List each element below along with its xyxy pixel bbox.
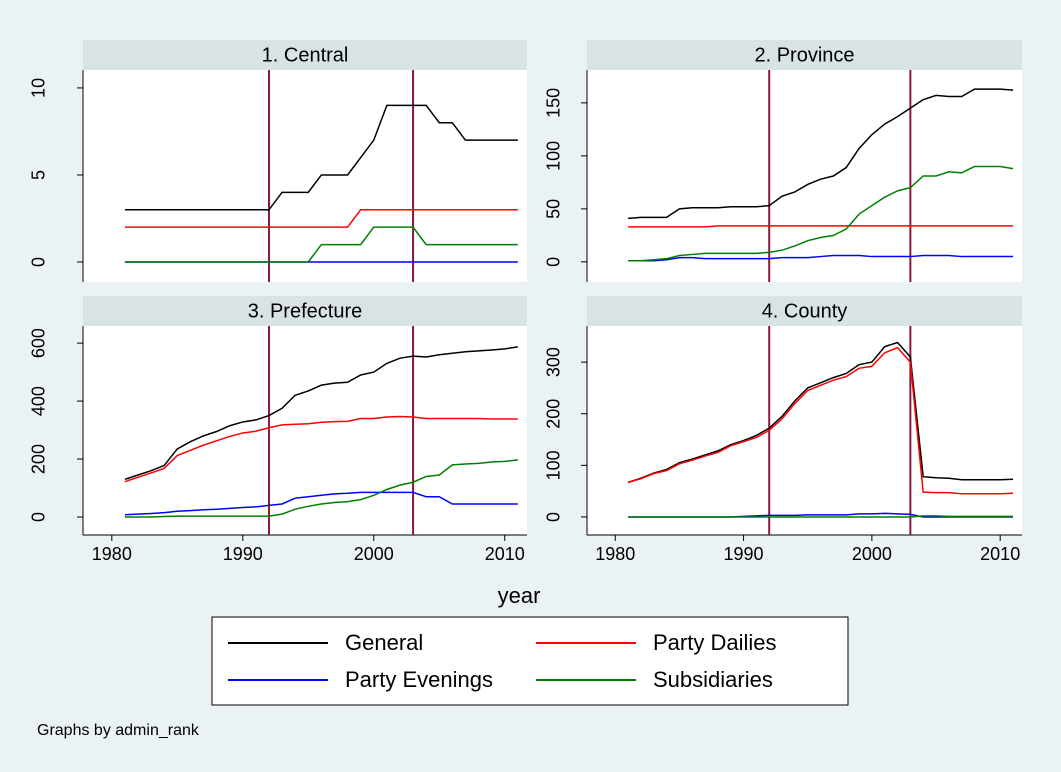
x-tick-label: 2010 <box>485 544 525 564</box>
series-line <box>124 415 518 483</box>
y-tick-label: 200 <box>544 399 564 429</box>
x-tick-label: 1990 <box>724 544 764 564</box>
series-line <box>124 491 518 516</box>
series-line <box>627 88 1014 220</box>
y-tick-label: 50 <box>544 199 564 219</box>
legend-label: Subsidiaries <box>653 667 773 692</box>
panel-title: 3. Prefecture <box>248 300 363 322</box>
legend-label: General <box>345 630 423 655</box>
series-line <box>628 165 1014 262</box>
x-tick-label: 1980 <box>595 544 635 564</box>
y-tick-label: 100 <box>544 141 564 171</box>
series-line <box>124 226 518 263</box>
series-line <box>628 225 1014 228</box>
panel-strip <box>83 40 527 70</box>
series-line <box>627 346 1014 495</box>
x-tick-label: 1990 <box>223 544 263 564</box>
y-tick-label: 150 <box>544 88 564 118</box>
series-line <box>628 515 1014 518</box>
y-tick-label: 600 <box>29 328 49 358</box>
series-line <box>124 346 518 481</box>
y-tick-label: 200 <box>29 444 49 474</box>
series-line <box>627 341 1014 484</box>
x-tick-label: 2000 <box>354 544 394 564</box>
legend <box>211 616 849 706</box>
legend-label: Party Evenings <box>345 667 493 692</box>
panel-title: 2. Province <box>754 44 854 66</box>
y-tick-label: 0 <box>29 257 49 267</box>
panel-title: 4. County <box>762 300 848 322</box>
panel-strip <box>587 40 1022 70</box>
plot-area <box>83 70 527 282</box>
y-tick-label: 0 <box>544 512 564 522</box>
y-tick-label: 0 <box>29 512 49 522</box>
y-tick-label: 400 <box>29 386 49 416</box>
plot-area <box>587 70 1022 282</box>
legend-label: Party Dailies <box>653 630 776 655</box>
x-axis-label: year <box>498 583 541 608</box>
y-tick-label: 5 <box>29 170 49 180</box>
panel-title: 1. Central <box>262 44 349 66</box>
plot-area <box>587 326 1022 535</box>
panel-strip <box>587 296 1022 326</box>
series-line <box>124 209 518 228</box>
x-tick-label: 1980 <box>92 544 132 564</box>
panel-strip <box>83 296 527 326</box>
y-tick-label: 100 <box>544 450 564 480</box>
x-tick-label: 2000 <box>852 544 892 564</box>
x-tick-label: 2010 <box>980 544 1020 564</box>
y-tick-label: 0 <box>544 257 564 267</box>
series-line <box>628 254 1014 262</box>
series-line <box>124 104 518 211</box>
y-tick-label: 10 <box>29 78 49 98</box>
plot-area <box>83 326 527 535</box>
y-tick-label: 300 <box>544 347 564 377</box>
series-line <box>124 459 518 518</box>
note: Graphs by admin_rank <box>37 722 200 739</box>
